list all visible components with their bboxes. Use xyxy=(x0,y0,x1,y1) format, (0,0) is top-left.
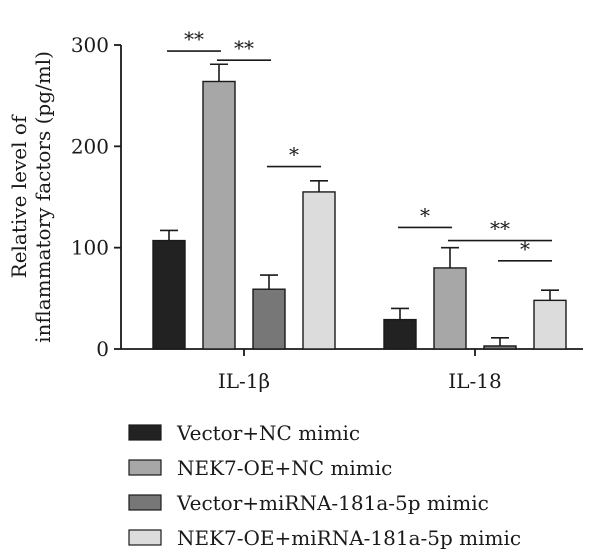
bar xyxy=(483,345,517,350)
bar xyxy=(252,288,286,350)
significance-label: ** xyxy=(234,36,254,60)
significance-label: * xyxy=(520,237,530,261)
legend-swatch xyxy=(128,494,162,511)
y-axis-label: Relative level of inflammatory factors (p… xyxy=(7,51,55,343)
y-tick-label: 200 xyxy=(71,134,109,158)
bar xyxy=(152,239,186,350)
legend-swatch xyxy=(128,459,162,476)
x-tick-label: IL-1β xyxy=(218,369,270,393)
legend: Vector+NC mimic NEK7-OE+NC mimic Vector+mi… xyxy=(128,421,521,550)
legend-label: Vector+miRNA-181a-5p mimic xyxy=(176,491,489,515)
y-axis-label-line: Relative level of xyxy=(7,114,31,278)
bar xyxy=(302,191,336,350)
y-axis-label-line: inflammatory factors (pg/ml) xyxy=(31,51,55,343)
bar xyxy=(383,318,417,350)
legend-label: NEK7-OE+NC mimic xyxy=(177,456,392,480)
y-axis: 0 100 200 300 xyxy=(71,33,122,361)
legend-swatch xyxy=(128,529,162,546)
legend-label: NEK7-OE+miRNA-181a-5p mimic xyxy=(177,526,521,550)
legend-swatch xyxy=(128,424,162,441)
bars-layer xyxy=(152,63,567,350)
y-tick-label: 100 xyxy=(71,236,109,260)
bar xyxy=(533,299,567,350)
bar xyxy=(433,267,467,350)
x-tick-label: IL-18 xyxy=(448,369,501,393)
significance-label: ** xyxy=(490,217,510,241)
significance-label: * xyxy=(289,143,299,167)
significance-layer: ** ******* xyxy=(167,27,552,262)
bar xyxy=(202,80,236,350)
significance-label: ** xyxy=(184,27,204,51)
x-axis: IL-1β IL-18 xyxy=(121,348,583,393)
y-tick-label: 300 xyxy=(71,33,109,57)
significance-label: * xyxy=(420,203,430,227)
legend-label: Vector+NC mimic xyxy=(176,421,360,445)
y-tick-label: 0 xyxy=(96,337,109,361)
